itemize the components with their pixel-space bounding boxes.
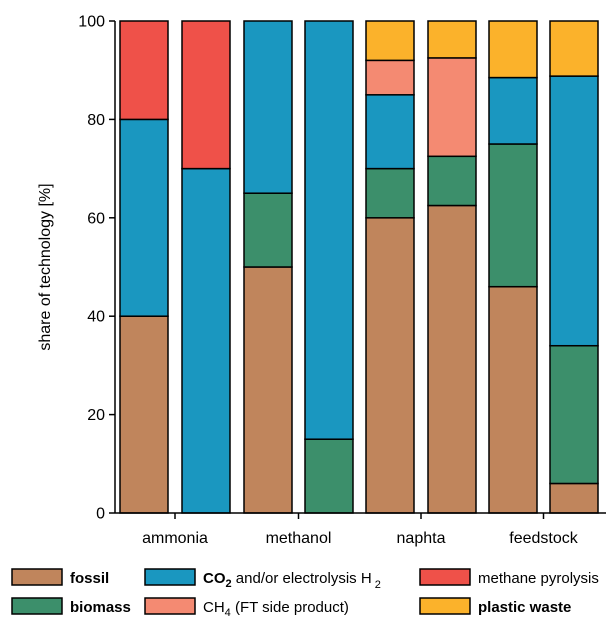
x-tick-label-naphta: naphta xyxy=(397,530,446,547)
bar-segment-ammonia-2-co2 xyxy=(181,167,231,514)
bar-segment-feedstock-1-plastic_waste xyxy=(488,20,538,79)
bar-segment-methanol-2-co2 xyxy=(304,20,354,440)
legend-label-fossil: fossil xyxy=(70,570,109,587)
bar-segment-naphta-2-plastic_waste xyxy=(427,20,477,59)
bar-segment-feedstock-1-fossil xyxy=(488,285,538,514)
bar-segment-feedstock-1-co2 xyxy=(488,76,538,145)
bar-segment-methanol-1-biomass xyxy=(243,192,293,268)
y-tick-label-80: 80 xyxy=(87,112,105,129)
bar-segment-naphta-2-fossil xyxy=(427,204,477,514)
bar-segment-feedstock-2-co2 xyxy=(549,75,599,347)
y-tick-label-40: 40 xyxy=(87,309,105,326)
bar-segment-naphta-1-ch4_ft xyxy=(365,59,415,96)
bar-segment-naphta-2-ch4_ft xyxy=(427,57,477,158)
bar-segment-naphta-2-biomass xyxy=(427,155,477,207)
bar-segment-ammonia-1-co2 xyxy=(119,118,169,317)
x-tick-label-methanol: methanol xyxy=(266,530,332,547)
y-tick-label-100: 100 xyxy=(78,14,105,31)
legend-swatch-fossil xyxy=(11,568,63,586)
bar-segment-ammonia-2-methane_pyrolysis xyxy=(181,20,231,170)
bar-segment-naphta-1-fossil xyxy=(365,217,415,514)
bar-segment-ammonia-1-fossil xyxy=(119,315,169,514)
bar-segment-methanol-1-fossil xyxy=(243,266,293,514)
x-tick-label-ammonia: ammonia xyxy=(142,530,208,547)
bar-segment-feedstock-2-biomass xyxy=(549,344,599,485)
legend-swatch-biomass xyxy=(11,597,63,615)
bar-segment-naphta-1-co2 xyxy=(365,94,415,170)
legend-swatch-plastic-waste xyxy=(419,597,471,615)
bar-segment-feedstock-2-plastic_waste xyxy=(549,20,599,77)
bar-segment-feedstock-1-biomass xyxy=(488,143,538,288)
bar-segment-naphta-1-biomass xyxy=(365,167,415,219)
bars-layer xyxy=(119,20,599,514)
bar-segment-naphta-1-plastic_waste xyxy=(365,20,415,62)
legend-label-plastic-waste: plastic waste xyxy=(478,599,571,616)
bar-segment-feedstock-2-fossil xyxy=(549,482,599,514)
y-tick-label-60: 60 xyxy=(87,210,105,227)
bar-segment-methanol-2-biomass xyxy=(304,438,354,514)
y-axis-label: share of technology [%] xyxy=(37,183,54,350)
y-tick-label-0: 0 xyxy=(96,506,105,523)
legend: fossil CO2 and/or electrolysis H 2 methane … xyxy=(11,568,599,619)
legend-swatch-methane-pyrolysis xyxy=(419,568,471,586)
bar-segment-methanol-1-co2 xyxy=(243,20,293,194)
legend-swatch-ch4-ft xyxy=(144,597,196,615)
legend-label-ch4-ft: CH4 (FT side product) xyxy=(203,599,349,619)
axes-layer: 0 20 40 60 80 100 ammonia methanol naphta feedsto… xyxy=(78,14,606,547)
x-tick-label-feedstock: feedstock xyxy=(509,530,578,547)
legend-label-biomass: biomass xyxy=(70,599,131,616)
legend-swatch-co2 xyxy=(144,568,196,586)
legend-label-methane-pyrolysis: methane pyrolysis xyxy=(478,570,599,587)
bar-segment-ammonia-1-methane_pyrolysis xyxy=(119,20,169,121)
y-tick-label-20: 20 xyxy=(87,407,105,424)
